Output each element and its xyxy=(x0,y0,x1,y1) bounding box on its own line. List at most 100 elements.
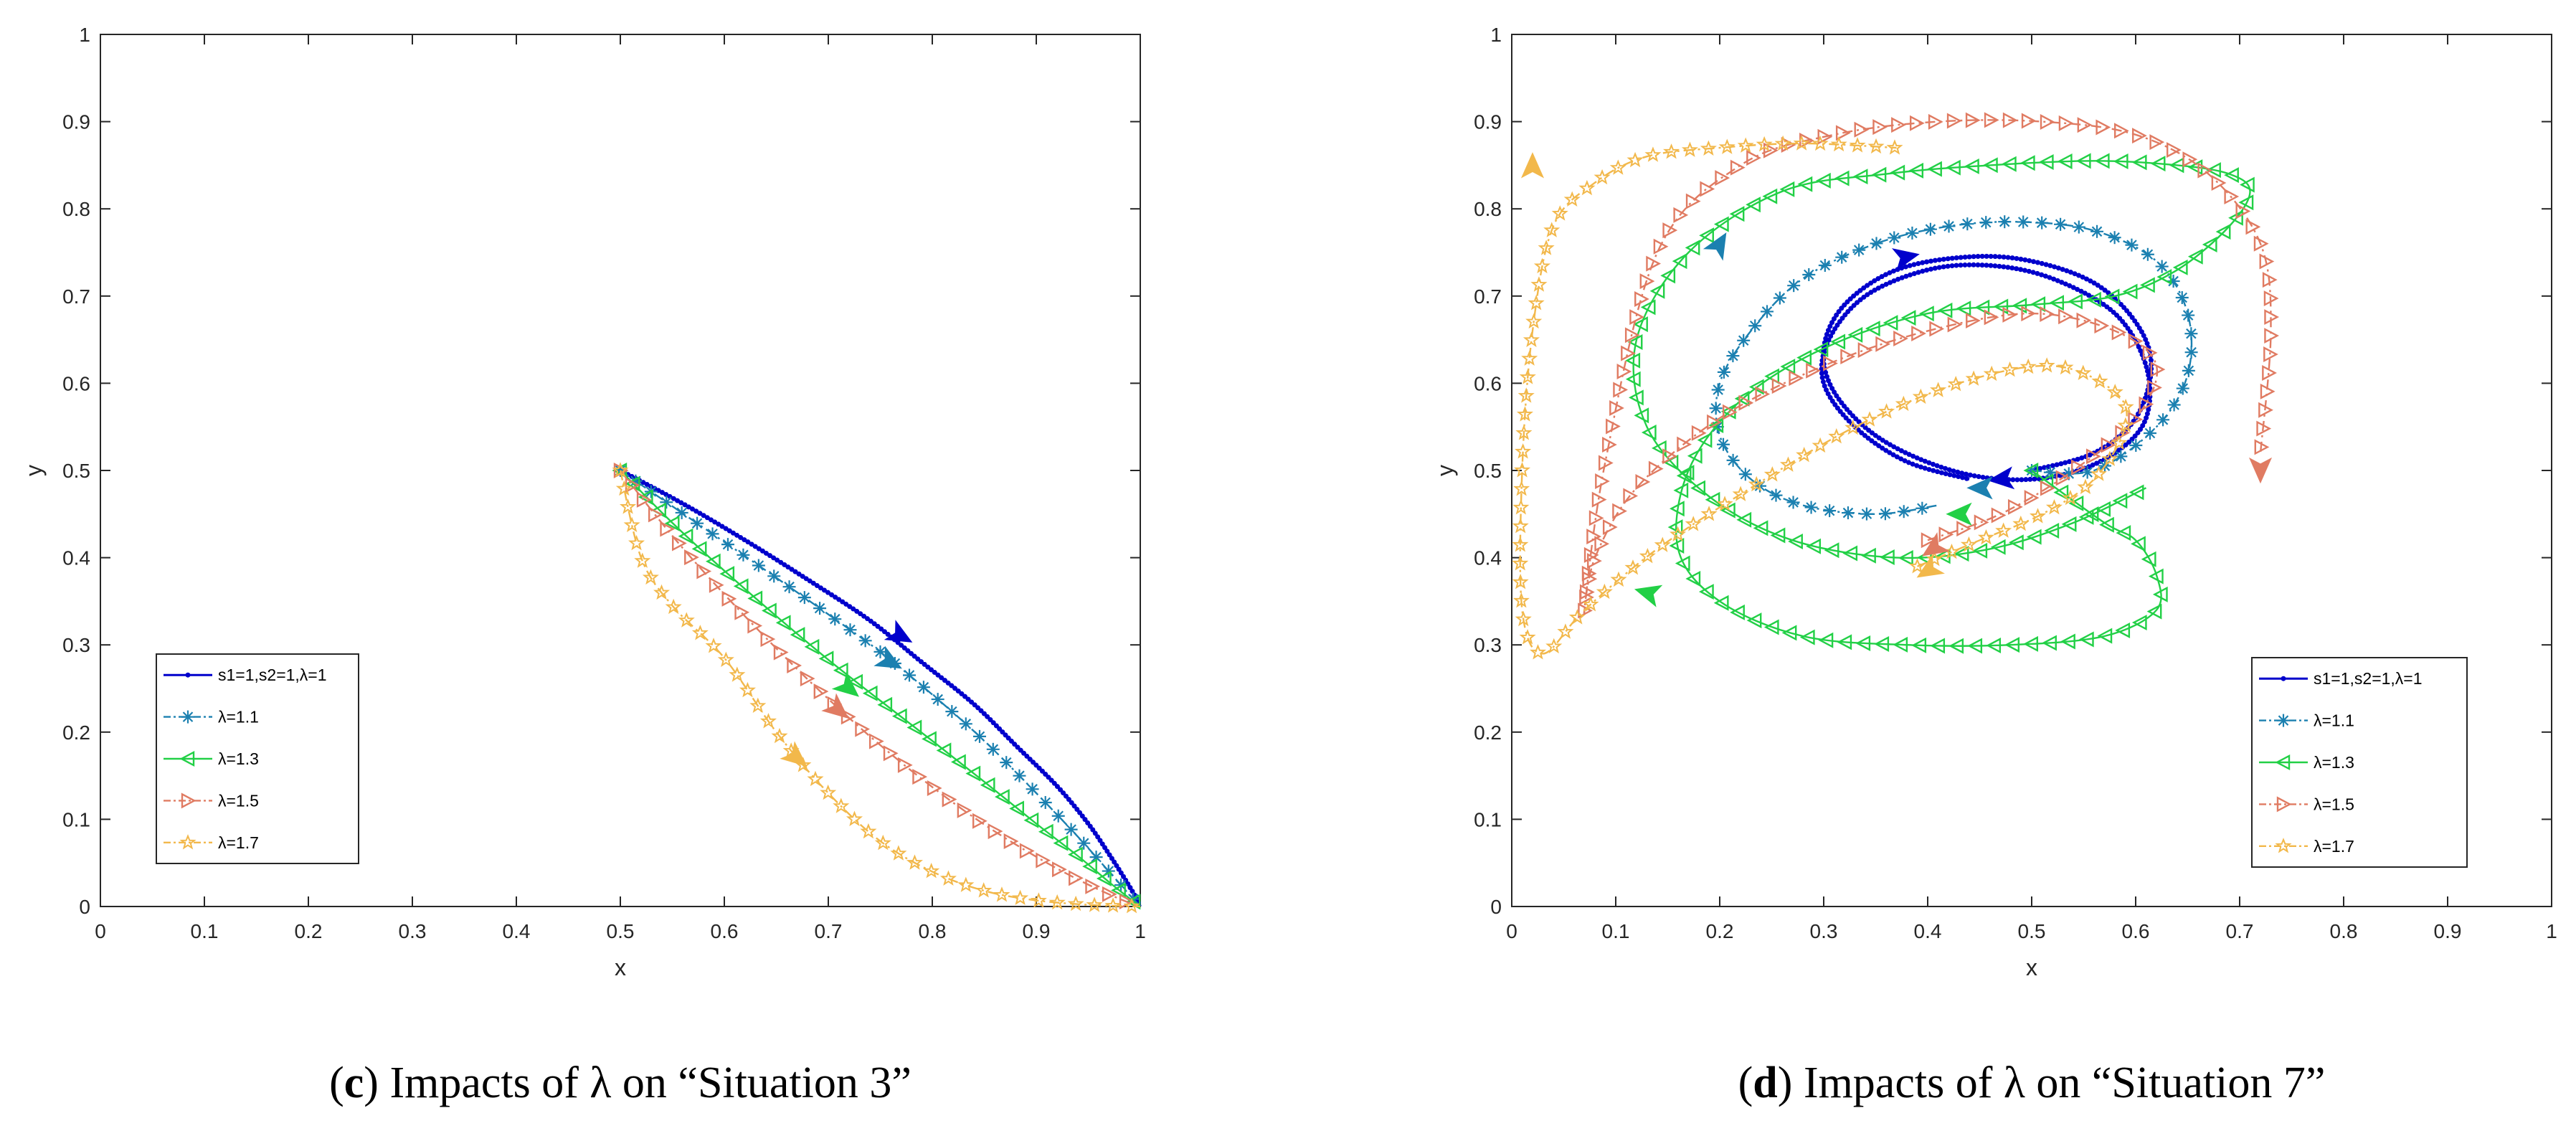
chart-c-x-tick-label: 0.3 xyxy=(399,920,427,942)
chart-d-point xyxy=(1984,253,1989,259)
chart-d-point xyxy=(2124,237,2139,252)
chart-d-point xyxy=(1786,278,1801,293)
chart-d-point xyxy=(2184,345,2199,360)
chart-d-point xyxy=(1911,262,1917,268)
chart-d-point xyxy=(1928,266,1933,272)
chart-d-point xyxy=(2014,477,2020,483)
chart-d-point xyxy=(1971,262,1976,268)
chart-d-legend: s1=1,s2=1,λ=1 λ=1.1 λ=1.3 λ=1.5 λ=1.7 xyxy=(2251,657,2468,868)
chart-c-y-tick-label: 0.9 xyxy=(62,111,90,133)
chart-c-x-axis-label: x xyxy=(615,955,626,980)
chart-d-series-line xyxy=(1519,142,2128,655)
chart-d-direction-arrow xyxy=(2248,457,2273,484)
chart-d-point xyxy=(1869,236,1884,251)
chart-d-point xyxy=(2010,477,2016,483)
chart-d-point xyxy=(1716,364,1731,379)
chart-c-x-tick-label: 0.9 xyxy=(1023,920,1051,942)
chart-c-x-tick-label: 0.5 xyxy=(607,920,635,942)
chart-d-point xyxy=(1877,506,1893,521)
chart-c-legend-marker xyxy=(185,672,191,678)
chart-d-x-tick-label: 1 xyxy=(2546,920,2557,942)
chart-d-point xyxy=(1960,475,1966,481)
chart-d-point xyxy=(2142,425,2158,441)
chart-c-caption-text: Impacts of λ on “Situation 3” xyxy=(379,1059,911,1107)
chart-d-point xyxy=(2022,268,2027,273)
chart-c-point xyxy=(1038,795,1053,810)
chart-d-point xyxy=(2005,265,2011,270)
chart-d-point xyxy=(1840,505,1856,521)
chart-d-caption: (d) Impacts of λ on “Situation 7” xyxy=(1738,1059,2326,1107)
chart-d-point xyxy=(2016,214,2031,229)
chart-d-point xyxy=(1979,262,1985,268)
chart-d-point xyxy=(2089,224,2105,239)
chart-c-caption-letter: c xyxy=(344,1059,364,1107)
chart-c-caption: (c) Impacts of λ on “Situation 3” xyxy=(329,1059,911,1107)
chart-c-point xyxy=(999,755,1014,770)
chart-d-x-tick-label: 0.3 xyxy=(1810,920,1838,942)
chart-d-point xyxy=(2031,259,2037,265)
chart-c-point xyxy=(1076,836,1092,851)
chart-c-y-tick-label: 0.7 xyxy=(62,285,90,308)
chart-d-point xyxy=(1710,382,1725,397)
chart-d-point xyxy=(2144,411,2150,417)
chart-d-point xyxy=(2175,381,2190,396)
chart-d-point xyxy=(1941,219,1956,234)
chart-d-point xyxy=(1954,262,1959,268)
chart-c-x-tick-label: 0.1 xyxy=(191,920,219,942)
chart-c-x-tick-label: 1 xyxy=(1135,920,1146,942)
chart-d-point xyxy=(1984,262,1989,268)
chart-d-point xyxy=(1822,503,1837,519)
chart-c-legend-marker xyxy=(180,709,196,724)
chart-d-point xyxy=(1725,453,1741,468)
chart-c-point xyxy=(916,680,932,695)
chart-d-point xyxy=(2058,461,2064,467)
chart-c-series-4 xyxy=(613,463,1141,913)
chart-d-point xyxy=(1975,254,1981,260)
chart-c-point xyxy=(901,668,917,683)
chart-d-point xyxy=(2001,264,2007,270)
chart-d-point xyxy=(1819,371,1824,377)
chart-c-point xyxy=(985,742,1000,757)
chart-c-series-line xyxy=(620,470,1141,908)
chart-c-y-tick-label: 0.6 xyxy=(62,372,90,394)
chart-c-point xyxy=(690,516,705,531)
chart-c-point xyxy=(972,729,988,744)
chart-d-point xyxy=(1941,264,1946,270)
chart-c-x-tick-label: 0.7 xyxy=(815,920,843,942)
chart-c-point xyxy=(1051,808,1066,823)
chart-d-series-3 xyxy=(1578,113,2278,618)
chart-d-point xyxy=(1915,501,1930,516)
chart-c-point xyxy=(705,526,720,541)
chart-d-y-axis-label: y xyxy=(1432,465,1458,476)
chart-d-y-tick-label: 0.7 xyxy=(1474,285,1502,308)
chart-c-legend-entry: λ=1.5 xyxy=(218,791,259,810)
chart-c-point xyxy=(659,495,674,510)
chart-d-point xyxy=(2174,290,2189,306)
chart-d-y-tick-label: 0.9 xyxy=(1474,111,1502,133)
chart-d-point xyxy=(1859,506,1875,521)
chart-d-point xyxy=(1966,262,1972,268)
chart-c-legend-entry: λ=1.1 xyxy=(218,708,259,726)
chart-c-direction-arrow xyxy=(884,620,913,643)
chart-d-point xyxy=(2009,265,2015,271)
chart-d-legend-entry: λ=1.1 xyxy=(2314,711,2354,730)
chart-d-direction-arrow xyxy=(1916,554,1945,578)
chart-c-point xyxy=(930,691,945,707)
chart-d-point xyxy=(1980,474,1986,480)
chart-d-y-tick-label: 0 xyxy=(1490,896,1502,918)
chart-d-point xyxy=(1962,255,1968,260)
chart-d-point xyxy=(1988,253,1994,259)
chart-d-point xyxy=(1971,254,1976,260)
chart-d-point xyxy=(1896,504,1911,519)
chart-d-y-tick-label: 0.1 xyxy=(1474,808,1502,830)
chart-c-point xyxy=(1025,782,1040,797)
chart-d-direction-arrow xyxy=(1634,584,1663,607)
chart-d-point xyxy=(1725,349,1741,364)
chart-d-point xyxy=(1951,473,1957,478)
chart-d-point xyxy=(1960,217,1975,232)
chart-c-point xyxy=(944,704,960,719)
chart-d-point xyxy=(1932,265,1938,271)
chart-d-point xyxy=(1979,253,1985,259)
chart-c-y-tick-label: 0.1 xyxy=(62,808,90,830)
chart-d-x-tick-label: 0.4 xyxy=(1914,920,1942,942)
